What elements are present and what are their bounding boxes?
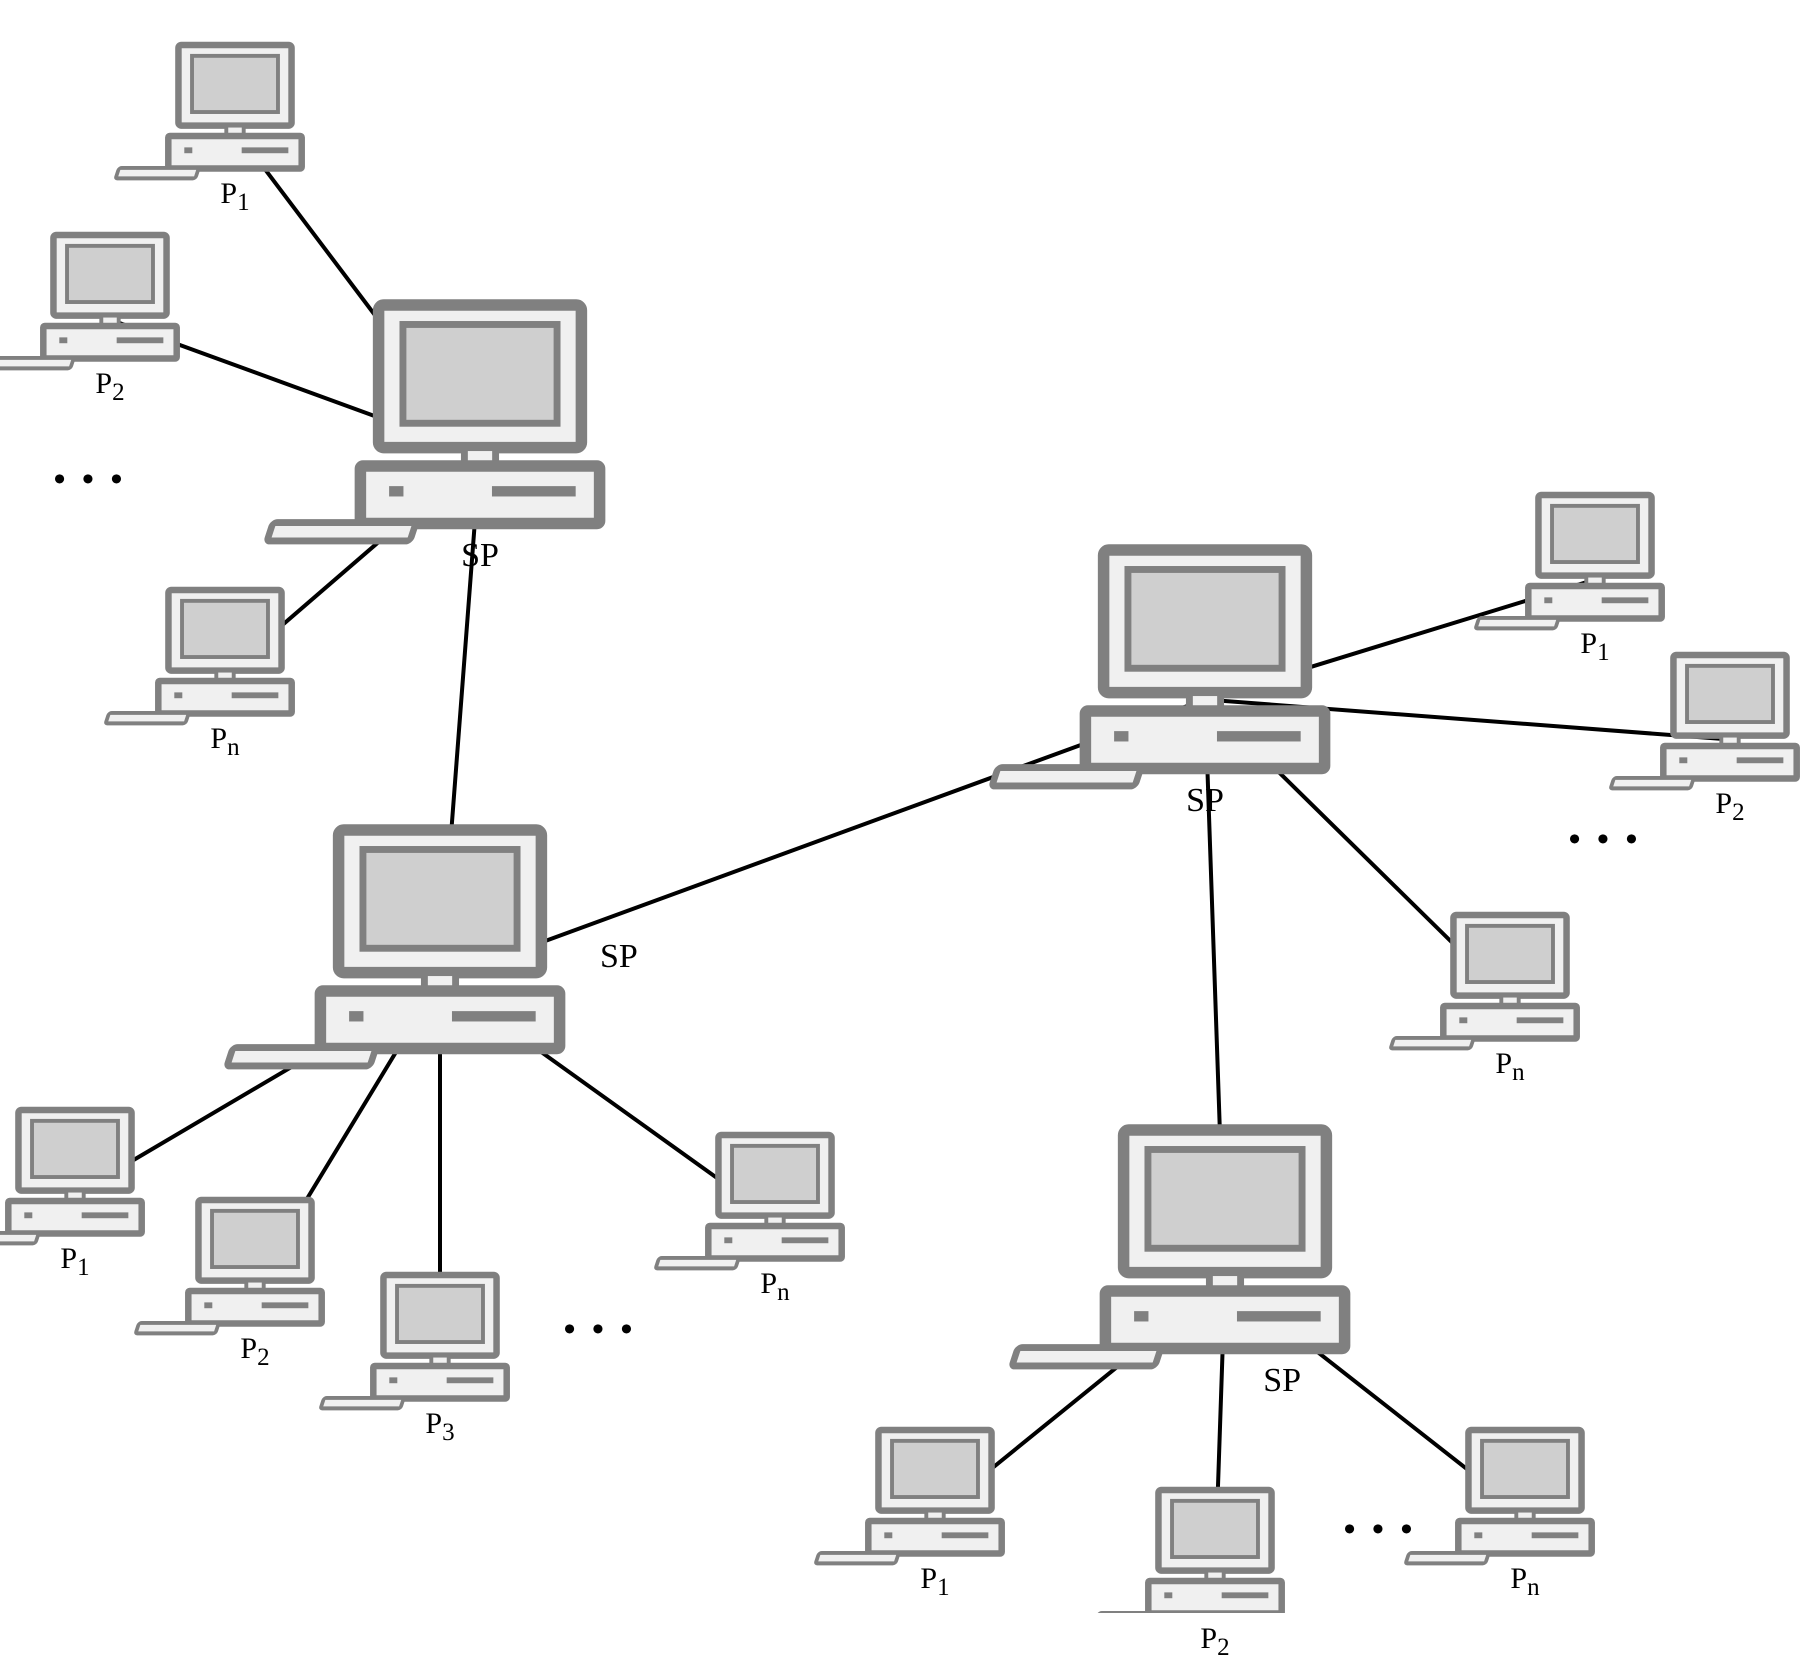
peer-label: P1 bbox=[920, 1562, 949, 1602]
peer-node bbox=[1406, 1430, 1592, 1563]
network-diagram bbox=[0, 0, 1807, 1613]
peer-node bbox=[1391, 915, 1577, 1048]
computer-icon bbox=[1391, 915, 1577, 1048]
computer-icon bbox=[1012, 1130, 1345, 1366]
computer-icon bbox=[0, 1110, 142, 1243]
computer-icon bbox=[0, 235, 177, 368]
peer-label: P1 bbox=[1580, 627, 1609, 667]
computer-icon bbox=[116, 45, 302, 178]
computer-icon bbox=[106, 590, 292, 723]
computer-icon bbox=[1096, 1490, 1282, 1613]
ellipsis: • • • bbox=[54, 461, 127, 499]
sp-node bbox=[267, 305, 600, 541]
peer-label: P1 bbox=[60, 1242, 89, 1282]
peer-label: P2 bbox=[240, 1332, 269, 1372]
computer-icon bbox=[992, 550, 1325, 786]
computer-icon bbox=[1406, 1430, 1592, 1563]
ellipsis: • • • bbox=[1569, 821, 1642, 859]
peer-node bbox=[1096, 1490, 1282, 1613]
sp-node bbox=[1012, 1130, 1345, 1366]
peer-node bbox=[321, 1275, 507, 1408]
computer-icon bbox=[321, 1275, 507, 1408]
peer-node bbox=[106, 590, 292, 723]
peer-label: Pn bbox=[1495, 1047, 1524, 1087]
peer-label: P1 bbox=[220, 177, 249, 217]
peer-label: Pn bbox=[210, 722, 239, 762]
sp-label: SP bbox=[461, 537, 499, 575]
peer-label: P2 bbox=[1200, 1622, 1229, 1662]
peer-node bbox=[816, 1430, 1002, 1563]
computer-icon bbox=[136, 1200, 322, 1333]
peer-node bbox=[0, 235, 177, 368]
sp-node bbox=[227, 830, 560, 1066]
sp-label: SP bbox=[1263, 1362, 1301, 1400]
peer-node bbox=[116, 45, 302, 178]
ellipsis: • • • bbox=[564, 1311, 637, 1349]
sp-node bbox=[992, 550, 1325, 786]
computer-icon bbox=[227, 830, 560, 1066]
peer-label: P3 bbox=[425, 1407, 454, 1447]
computer-icon bbox=[267, 305, 600, 541]
peer-label: P2 bbox=[1715, 787, 1744, 827]
peer-label: P2 bbox=[95, 367, 124, 407]
computer-icon bbox=[1611, 655, 1797, 788]
peer-node bbox=[1611, 655, 1797, 788]
ellipsis: • • • bbox=[1344, 1511, 1417, 1549]
peer-label: Pn bbox=[760, 1267, 789, 1307]
peer-label: Pn bbox=[1510, 1562, 1539, 1602]
computer-icon bbox=[816, 1430, 1002, 1563]
sp-label: SP bbox=[1186, 782, 1224, 820]
sp-label: SP bbox=[600, 938, 638, 976]
peer-node bbox=[136, 1200, 322, 1333]
peer-node bbox=[0, 1110, 142, 1243]
